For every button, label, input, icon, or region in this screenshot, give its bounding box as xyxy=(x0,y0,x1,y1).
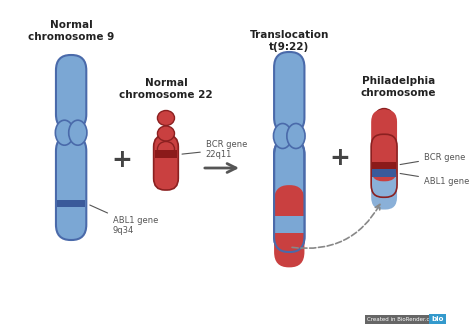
Bar xyxy=(371,155,397,169)
Ellipse shape xyxy=(55,120,73,145)
FancyBboxPatch shape xyxy=(56,136,86,240)
Text: Philadelphia
chromosome: Philadelphia chromosome xyxy=(361,76,436,98)
Text: ABL1 gene
9q34: ABL1 gene 9q34 xyxy=(90,205,158,235)
FancyBboxPatch shape xyxy=(274,52,304,133)
Bar xyxy=(57,200,85,207)
Text: ABL1 gene: ABL1 gene xyxy=(400,173,469,186)
FancyBboxPatch shape xyxy=(274,139,304,252)
Ellipse shape xyxy=(287,123,305,149)
Text: Normal
chromosome 22: Normal chromosome 22 xyxy=(119,78,213,100)
Ellipse shape xyxy=(375,125,393,141)
Ellipse shape xyxy=(375,109,393,124)
Bar xyxy=(155,150,177,159)
Ellipse shape xyxy=(375,141,393,157)
Ellipse shape xyxy=(273,123,292,149)
Text: +: + xyxy=(111,148,132,172)
FancyBboxPatch shape xyxy=(371,110,397,181)
Text: bio: bio xyxy=(431,316,444,322)
FancyBboxPatch shape xyxy=(56,55,86,130)
FancyBboxPatch shape xyxy=(371,142,397,210)
Text: BCR gene
22q11: BCR gene 22q11 xyxy=(182,140,247,159)
Text: Created in BioRender.com: Created in BioRender.com xyxy=(367,317,438,322)
Text: Translocation
t(9:22): Translocation t(9:22) xyxy=(250,30,329,52)
Text: +: + xyxy=(329,146,350,170)
Ellipse shape xyxy=(157,126,174,141)
Ellipse shape xyxy=(69,120,87,145)
FancyBboxPatch shape xyxy=(154,135,178,190)
Text: BCR gene: BCR gene xyxy=(400,153,465,165)
FancyBboxPatch shape xyxy=(274,185,304,267)
Ellipse shape xyxy=(157,141,174,157)
Bar xyxy=(372,169,396,177)
Bar xyxy=(274,216,304,233)
Text: Normal
chromosome 9: Normal chromosome 9 xyxy=(28,21,114,42)
Ellipse shape xyxy=(157,111,174,125)
Bar xyxy=(372,162,396,169)
Bar xyxy=(371,167,397,181)
FancyArrowPatch shape xyxy=(292,204,380,248)
